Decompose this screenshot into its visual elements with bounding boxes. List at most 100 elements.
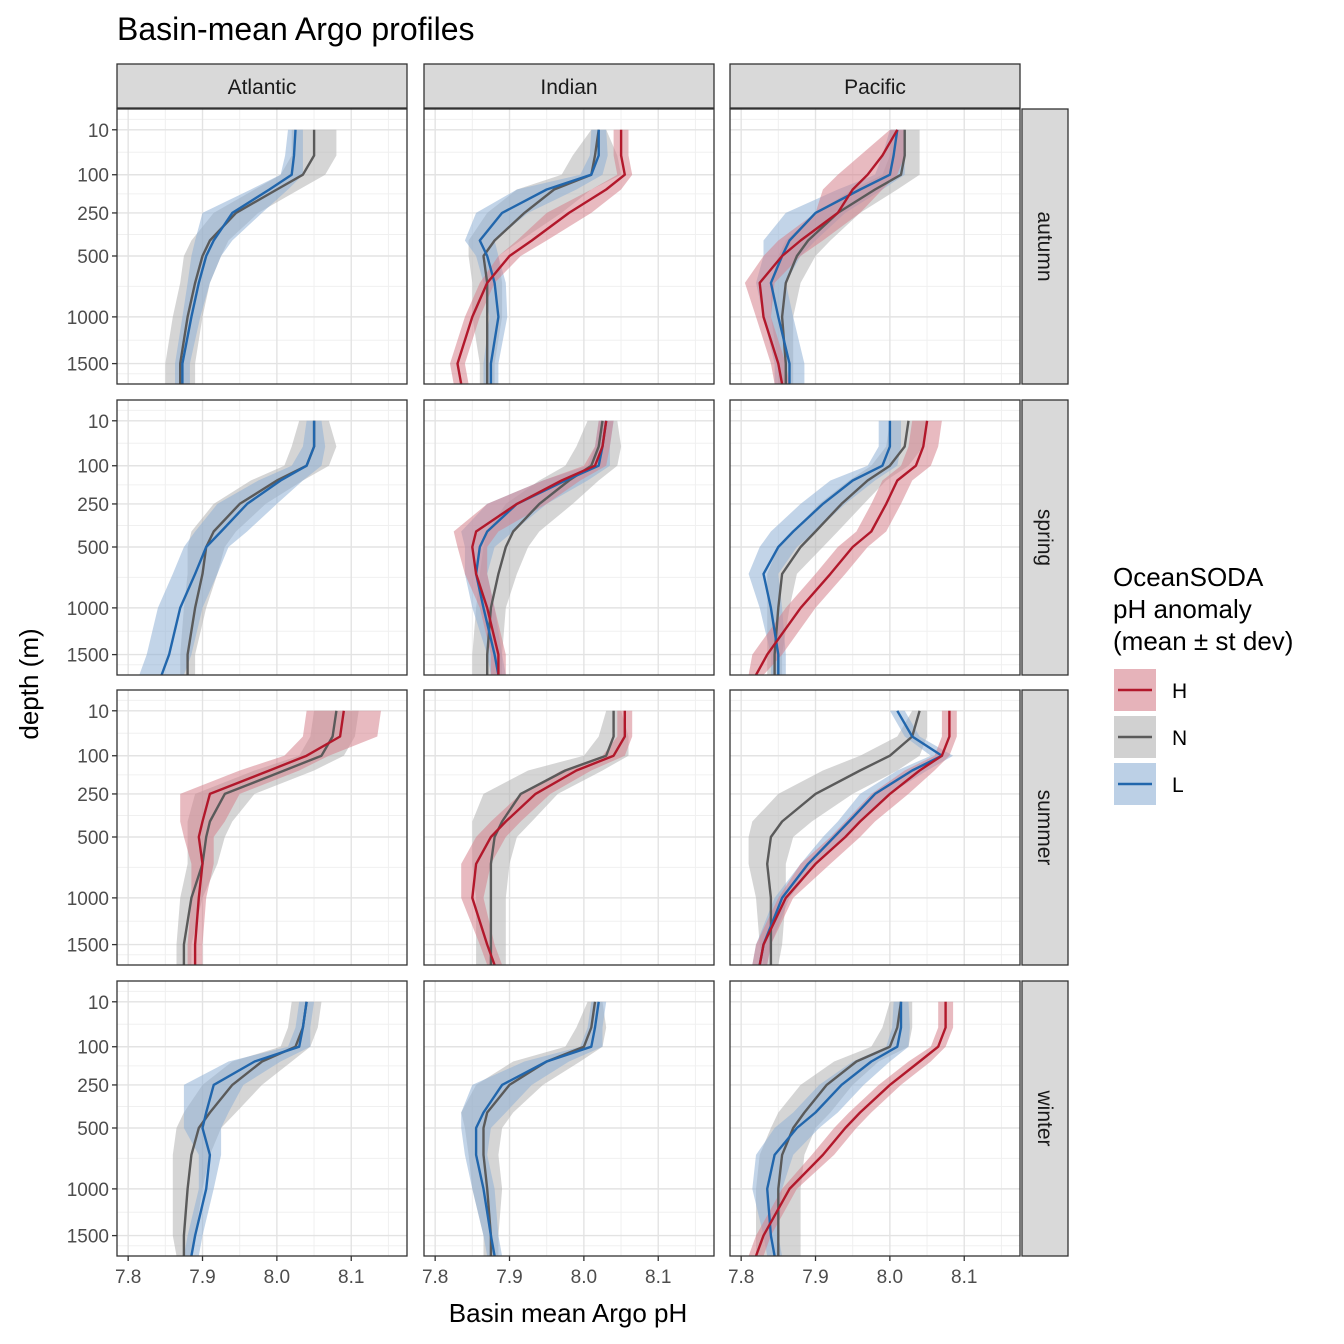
panel-background (424, 690, 714, 965)
y-tick-label: 10 (88, 993, 109, 1014)
panel-indian-spring (423, 399, 715, 676)
y-tick-label: 500 (77, 538, 109, 559)
ribbon-N (472, 710, 629, 965)
panel-border (116, 689, 408, 966)
legend-label: H (1172, 680, 1187, 703)
line-H (456, 129, 626, 384)
panel-border (423, 108, 715, 385)
line-L (474, 420, 608, 675)
ribbon-L (464, 129, 608, 384)
panel-pacific-summer (729, 689, 1021, 966)
panel-data (165, 129, 337, 384)
ribbon-L (139, 420, 326, 675)
x-tick-label: 8.0 (571, 1267, 597, 1288)
panel-pacific-autumn (729, 108, 1021, 385)
y-tick-label: 250 (77, 785, 109, 806)
strip-label-spring: spring (1033, 509, 1056, 566)
line-N (178, 129, 316, 384)
legend-title-line: pH anomaly (1113, 594, 1252, 624)
ribbon-N (468, 129, 622, 384)
ribbon-N (770, 129, 920, 384)
line-L (766, 1001, 903, 1256)
strip-spring (1021, 399, 1069, 676)
ribbon-H (748, 1001, 954, 1256)
line-N (182, 1001, 308, 1256)
y-tick-label: 1500 (67, 355, 109, 376)
y-tick-label: 100 (77, 1038, 109, 1059)
line-H (471, 420, 608, 675)
line-H (754, 420, 929, 675)
ribbon-N (172, 1001, 322, 1256)
strip-label-autumn: autumn (1033, 211, 1056, 281)
x-tick-label: 8.0 (264, 1267, 290, 1288)
line-N (182, 710, 338, 965)
panel-atlantic-winter: 10 100 250 500 1000 1500 7.8 7.9 8.0 8.1 (67, 980, 408, 1288)
line-H (758, 710, 951, 965)
line-L (160, 420, 316, 675)
ribbon-H (180, 710, 381, 965)
line-H (758, 129, 899, 384)
panel-border (116, 108, 408, 385)
panel-data (172, 1001, 322, 1256)
panel-border (423, 399, 715, 676)
panel-pacific-spring (729, 399, 1021, 676)
y-tick-label: 1500 (67, 646, 109, 667)
strip-label-atlantic: Atlantic (228, 76, 297, 99)
strip-winter (1021, 980, 1069, 1257)
line-L (190, 1001, 308, 1256)
x-tick-label: 8.1 (951, 1267, 977, 1288)
panel-data (461, 710, 633, 965)
line-L (769, 129, 899, 384)
strip-indian (423, 63, 715, 109)
line-N (777, 1001, 903, 1256)
panel-data (748, 420, 942, 675)
panel-border (423, 689, 715, 966)
y-tick-label: 100 (77, 166, 109, 187)
ribbon-N (748, 710, 928, 965)
y-tick-label: 10 (88, 121, 109, 142)
x-tick-label: 7.9 (189, 1267, 215, 1288)
y-tick-label: 1000 (67, 1180, 109, 1201)
line-H (193, 710, 345, 965)
strip-label-pacific: Pacific (844, 76, 906, 99)
panel-data (744, 129, 920, 384)
panel-data (748, 1001, 954, 1256)
x-tick-label: 8.1 (645, 1267, 671, 1288)
strip-label-winter: winter (1033, 1089, 1056, 1146)
panel-background (117, 981, 407, 1256)
panel-data (450, 129, 633, 384)
line-H (471, 710, 626, 965)
x-tick-label: 7.9 (496, 1267, 522, 1288)
x-tick-label: 7.9 (802, 1267, 828, 1288)
legend-label: L (1172, 774, 1184, 797)
y-tick-label: 500 (77, 1119, 109, 1140)
ribbon-H (453, 420, 614, 675)
y-tick-label: 250 (77, 204, 109, 225)
y-tick-label: 100 (77, 747, 109, 768)
y-tick-label: 1000 (67, 599, 109, 620)
y-axis-title: depth (m) (14, 628, 44, 739)
panel-data (139, 420, 337, 675)
legend-title-line: (mean ± st dev) (1113, 626, 1293, 656)
panel-border (116, 980, 408, 1257)
panel-data (176, 710, 381, 965)
panel-data (461, 1001, 607, 1256)
strip-label-summer: summer (1033, 790, 1056, 866)
legend-entry-L: L (1114, 763, 1184, 805)
panel-border (729, 689, 1021, 966)
y-tick-label: 250 (77, 1076, 109, 1097)
line-L (478, 129, 600, 384)
panel-border (729, 399, 1021, 676)
y-tick-label: 1000 (67, 308, 109, 329)
ribbon-H (450, 129, 633, 384)
ribbon-H (744, 129, 905, 384)
panel-pacific-winter: 7.8 7.9 8.0 8.1 (728, 980, 1021, 1288)
panel-atlantic-spring: 10 100 250 500 1000 1500 (67, 399, 408, 676)
x-tick-label: 7.8 (115, 1267, 141, 1288)
legend-entry-H: H (1114, 669, 1187, 711)
panel-indian-winter: 7.8 7.9 8.0 8.1 (422, 980, 715, 1288)
line-N (486, 420, 604, 675)
panel-data (748, 710, 957, 965)
panel-atlantic-autumn: 10 100 250 500 1000 1500 (67, 108, 408, 385)
